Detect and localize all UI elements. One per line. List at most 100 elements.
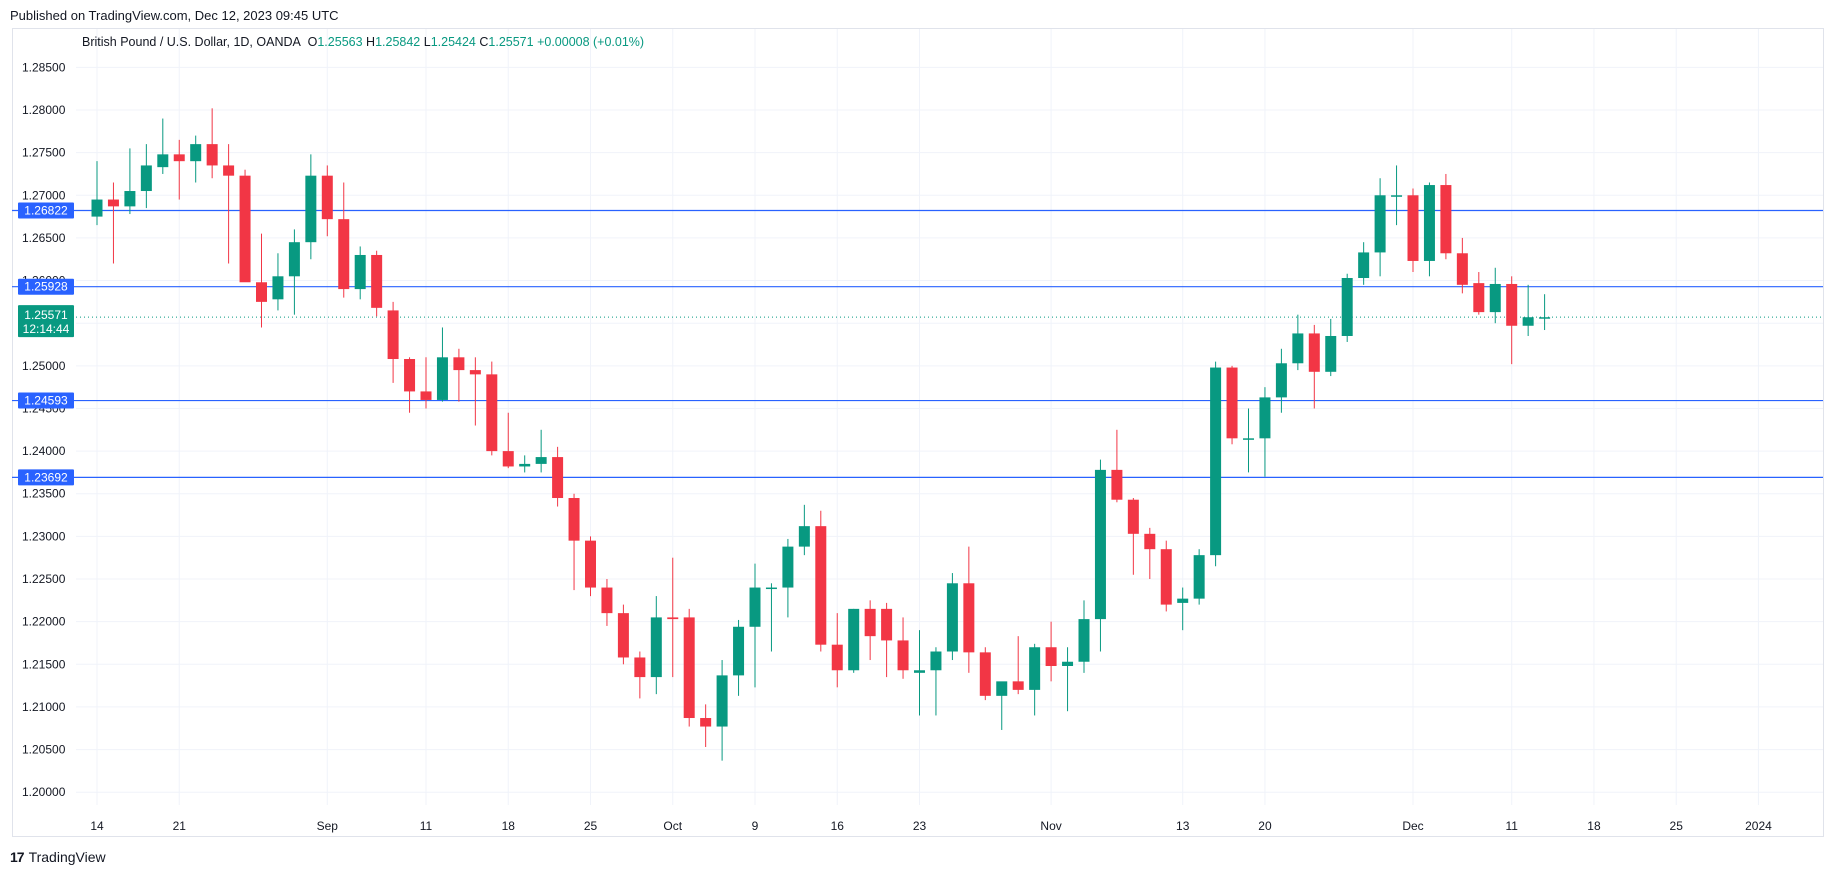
candle[interactable] bbox=[173, 139, 185, 200]
candle[interactable] bbox=[1243, 408, 1254, 473]
candle[interactable] bbox=[1160, 540, 1172, 612]
candle[interactable] bbox=[1275, 348, 1287, 413]
candle[interactable] bbox=[354, 246, 366, 300]
candle[interactable] bbox=[436, 327, 448, 402]
x-tick-label: 13 bbox=[1176, 819, 1190, 833]
candle[interactable] bbox=[930, 647, 942, 716]
candle[interactable] bbox=[963, 546, 975, 673]
candle[interactable] bbox=[848, 608, 860, 673]
candle[interactable] bbox=[486, 361, 498, 456]
candle[interactable] bbox=[1407, 188, 1419, 273]
candle[interactable] bbox=[1374, 178, 1386, 277]
candle[interactable] bbox=[601, 579, 613, 626]
candle[interactable] bbox=[157, 118, 169, 174]
candle[interactable] bbox=[1325, 318, 1337, 377]
candle-body bbox=[683, 617, 695, 719]
candle[interactable] bbox=[1111, 429, 1123, 503]
candle[interactable] bbox=[914, 630, 925, 716]
candle[interactable] bbox=[1489, 267, 1501, 324]
footer-brand[interactable]: TradingView bbox=[28, 849, 106, 865]
candle[interactable] bbox=[1094, 459, 1106, 652]
candle[interactable] bbox=[946, 573, 958, 661]
candle[interactable] bbox=[387, 301, 399, 383]
candle[interactable] bbox=[1539, 294, 1551, 331]
candle[interactable] bbox=[1391, 165, 1403, 226]
candle[interactable] bbox=[1456, 237, 1468, 294]
candle[interactable] bbox=[502, 412, 514, 469]
candle[interactable] bbox=[535, 429, 547, 473]
tradingview-logo-icon[interactable]: 17 bbox=[10, 849, 25, 865]
candle[interactable] bbox=[91, 161, 103, 226]
candle[interactable] bbox=[1226, 365, 1238, 445]
candle[interactable] bbox=[749, 563, 761, 688]
candle[interactable] bbox=[321, 165, 333, 237]
candle[interactable] bbox=[190, 135, 202, 183]
candle-body bbox=[124, 191, 136, 207]
candle[interactable] bbox=[256, 233, 267, 328]
candle[interactable] bbox=[288, 229, 300, 315]
candle[interactable] bbox=[798, 504, 810, 556]
candle[interactable] bbox=[124, 148, 136, 215]
candle[interactable] bbox=[765, 583, 777, 652]
candle[interactable] bbox=[716, 660, 728, 761]
candle[interactable] bbox=[864, 600, 876, 661]
candle[interactable] bbox=[1473, 272, 1485, 315]
candle[interactable] bbox=[1292, 314, 1304, 371]
candle[interactable] bbox=[206, 108, 218, 179]
candle[interactable] bbox=[453, 348, 465, 402]
candle[interactable] bbox=[371, 250, 383, 317]
candle[interactable] bbox=[1210, 361, 1222, 567]
candle[interactable] bbox=[634, 651, 646, 699]
candle[interactable] bbox=[1506, 276, 1518, 365]
candle[interactable] bbox=[140, 144, 152, 209]
candle[interactable] bbox=[1259, 387, 1271, 477]
candle[interactable] bbox=[1127, 498, 1139, 575]
candle[interactable] bbox=[700, 704, 712, 748]
candle[interactable] bbox=[617, 604, 629, 665]
candle[interactable] bbox=[1423, 182, 1435, 277]
candle[interactable] bbox=[897, 617, 909, 679]
candle[interactable] bbox=[585, 536, 596, 597]
candle[interactable] bbox=[650, 596, 662, 695]
candle[interactable] bbox=[733, 619, 745, 696]
candle[interactable] bbox=[568, 493, 580, 591]
candle[interactable] bbox=[1193, 549, 1205, 605]
candle[interactable] bbox=[519, 455, 531, 473]
candle[interactable] bbox=[1177, 587, 1189, 631]
candle-body bbox=[1243, 438, 1254, 440]
candle[interactable] bbox=[1062, 647, 1074, 712]
candle-body bbox=[436, 357, 448, 400]
candle[interactable] bbox=[1308, 324, 1320, 409]
candle[interactable] bbox=[223, 144, 235, 264]
candle[interactable] bbox=[979, 647, 991, 701]
candle[interactable] bbox=[1012, 636, 1024, 695]
candle[interactable] bbox=[305, 154, 317, 260]
candle[interactable] bbox=[404, 357, 416, 413]
candle[interactable] bbox=[831, 613, 843, 688]
candle[interactable] bbox=[107, 182, 119, 264]
candle[interactable] bbox=[1144, 527, 1156, 580]
candle[interactable] bbox=[1341, 273, 1353, 342]
candle-body bbox=[700, 718, 712, 727]
candle[interactable] bbox=[1522, 284, 1534, 336]
candle[interactable] bbox=[881, 602, 893, 678]
candle[interactable] bbox=[552, 446, 564, 507]
candle[interactable] bbox=[1440, 173, 1452, 260]
candle[interactable] bbox=[1358, 242, 1370, 285]
candle[interactable] bbox=[782, 538, 794, 618]
candle-body bbox=[1489, 283, 1501, 313]
candle[interactable] bbox=[1078, 600, 1090, 673]
candle[interactable] bbox=[683, 608, 695, 727]
candle[interactable] bbox=[815, 510, 827, 652]
candle[interactable] bbox=[1029, 643, 1041, 716]
candle[interactable] bbox=[272, 253, 284, 311]
candle-body bbox=[914, 670, 925, 673]
candle[interactable] bbox=[420, 357, 432, 409]
candle[interactable] bbox=[239, 169, 251, 283]
candle[interactable] bbox=[1045, 621, 1057, 682]
candle[interactable] bbox=[338, 182, 350, 298]
candle[interactable] bbox=[469, 357, 481, 426]
candle[interactable] bbox=[996, 681, 1008, 730]
candle[interactable] bbox=[667, 557, 679, 678]
